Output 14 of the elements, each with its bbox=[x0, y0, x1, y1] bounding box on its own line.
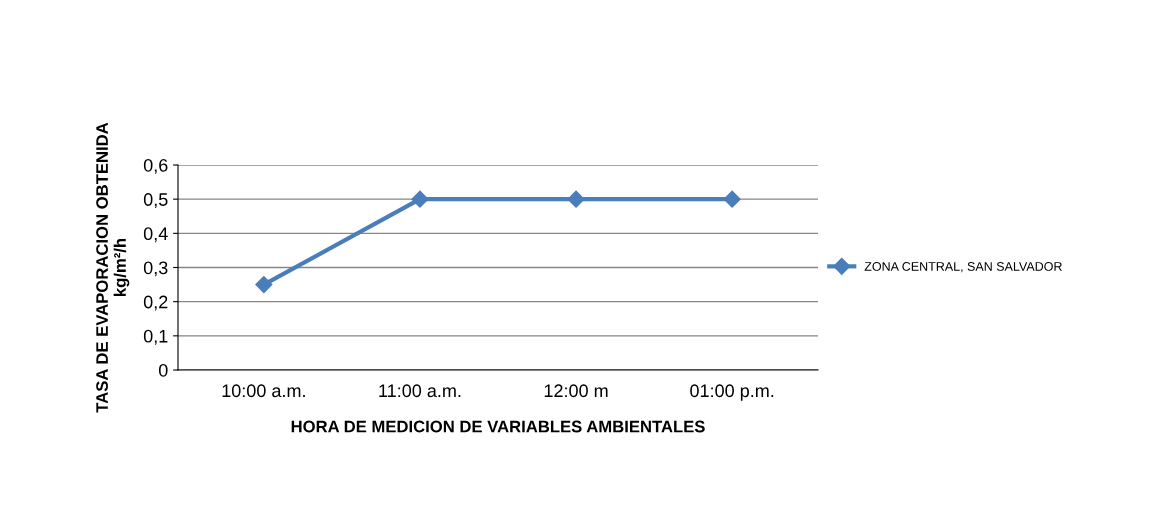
y-tick-label: 0 bbox=[158, 363, 168, 377]
y-tick-label: 0,3 bbox=[143, 261, 168, 277]
x-tick-label: 01:00 p.m. bbox=[690, 384, 774, 401]
x-tick-label: 12:00 m bbox=[544, 384, 608, 398]
x-tick-label: 11:00 a.m. bbox=[379, 384, 461, 398]
x-axis-title: HORA DE MEDICION DE VARIABLES AMBIENTALES bbox=[291, 420, 705, 433]
y-axis-title: TASA DE EVAPORACION OBTENIDA kg/m²/h bbox=[96, 122, 130, 413]
x-tick-label: 10:00 a.m. bbox=[222, 384, 305, 398]
y-tick-label: 0,4 bbox=[143, 227, 168, 243]
y-tick-label: 0,2 bbox=[143, 295, 168, 311]
legend-label: ZONA CENTRAL, SAN SALVADOR bbox=[864, 262, 1062, 273]
y-tick-label: 0,6 bbox=[143, 158, 168, 174]
y-tick-label: 0,1 bbox=[143, 329, 168, 345]
y-tick-label: 0,5 bbox=[143, 193, 168, 209]
